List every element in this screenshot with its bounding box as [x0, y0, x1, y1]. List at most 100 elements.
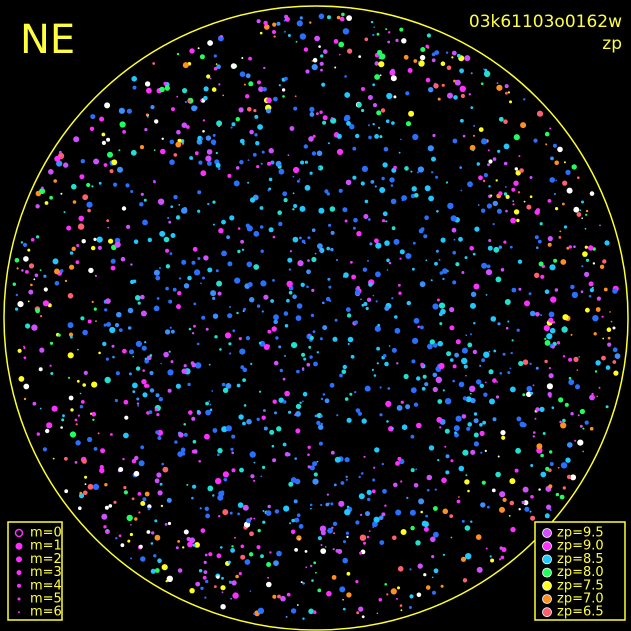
star	[549, 264, 556, 271]
star	[211, 87, 217, 92]
star	[496, 82, 499, 84]
star	[212, 200, 216, 204]
star	[465, 474, 468, 477]
star	[187, 275, 192, 281]
star	[589, 394, 595, 401]
star	[291, 518, 296, 523]
star	[413, 483, 419, 488]
star	[237, 502, 244, 508]
star	[511, 287, 517, 293]
star	[311, 288, 315, 292]
star	[393, 482, 398, 488]
star	[330, 502, 334, 506]
star	[472, 149, 475, 152]
star	[549, 509, 552, 511]
star	[311, 64, 318, 71]
star	[229, 306, 231, 308]
star	[311, 256, 317, 263]
star	[277, 210, 283, 215]
star	[373, 26, 376, 29]
star	[74, 461, 78, 464]
star	[504, 84, 509, 89]
star	[373, 466, 376, 469]
star	[102, 341, 107, 347]
star	[473, 412, 478, 416]
star	[315, 571, 317, 574]
star	[464, 256, 468, 260]
star	[204, 433, 210, 440]
star	[497, 455, 500, 458]
star	[533, 431, 536, 434]
star	[306, 285, 309, 289]
star	[497, 149, 501, 153]
star	[88, 267, 94, 274]
star	[14, 258, 20, 263]
star	[83, 490, 88, 496]
star	[169, 326, 172, 329]
star	[266, 108, 272, 114]
star	[220, 35, 223, 38]
star	[581, 217, 583, 219]
star	[549, 127, 552, 130]
star	[461, 519, 465, 523]
star	[248, 81, 254, 87]
star	[284, 14, 289, 19]
legend-label: m=2	[30, 552, 62, 567]
star	[226, 235, 231, 240]
star	[437, 340, 444, 347]
star	[208, 363, 211, 366]
star	[404, 166, 409, 171]
star	[459, 85, 466, 93]
star	[127, 539, 131, 543]
star	[146, 87, 152, 94]
star	[495, 471, 501, 478]
star	[382, 488, 387, 494]
star	[216, 64, 221, 69]
star	[120, 543, 125, 548]
star	[383, 146, 389, 152]
star	[318, 424, 324, 430]
star	[334, 66, 337, 69]
star	[391, 226, 396, 231]
star	[189, 48, 195, 54]
image-id: 03k61103o0162w	[469, 12, 622, 32]
star	[139, 202, 144, 207]
star	[130, 190, 134, 193]
star	[384, 504, 387, 507]
star	[200, 170, 207, 177]
star	[385, 119, 390, 123]
star	[149, 388, 155, 393]
star	[115, 537, 118, 540]
star	[157, 436, 162, 440]
star	[301, 352, 306, 357]
star	[359, 551, 363, 555]
magnitude-legend-box	[7, 521, 63, 621]
star	[36, 235, 40, 239]
star	[307, 445, 311, 449]
star	[331, 575, 337, 580]
legend-label: zp=7.0	[557, 592, 604, 607]
star	[585, 258, 590, 262]
star	[327, 15, 331, 20]
star	[454, 79, 461, 86]
star	[374, 238, 379, 244]
star	[456, 499, 461, 504]
star	[560, 259, 567, 265]
star	[273, 360, 279, 366]
star	[562, 180, 568, 186]
star	[56, 160, 63, 167]
star	[465, 334, 468, 337]
star	[22, 242, 28, 247]
star	[176, 215, 180, 220]
star	[205, 513, 211, 519]
star	[323, 49, 328, 54]
star	[329, 382, 335, 388]
star	[294, 457, 298, 460]
star	[71, 246, 76, 251]
star	[78, 215, 84, 222]
star	[379, 540, 385, 545]
star	[522, 393, 526, 397]
star	[498, 245, 502, 249]
star	[250, 362, 253, 365]
star	[220, 546, 223, 549]
